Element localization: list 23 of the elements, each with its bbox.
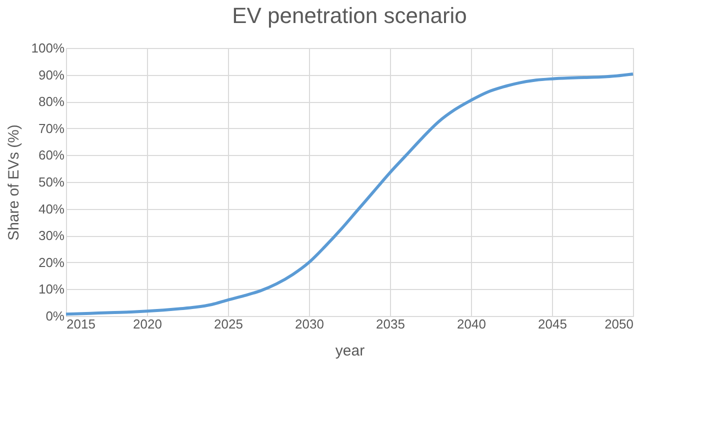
x-tick-label: 2035	[376, 316, 405, 332]
y-tick-label: 90%	[38, 67, 65, 82]
x-tick-label: 2020	[133, 316, 162, 332]
y-tick-label: 100%	[31, 40, 65, 56]
y-tick-label: 20%	[38, 254, 65, 270]
chart-title: EV penetration scenario	[232, 3, 467, 28]
y-tick-label: 50%	[38, 174, 65, 190]
x-tick-label: 2015	[66, 316, 96, 332]
x-tick-label: 2030	[295, 316, 324, 332]
y-tick-label: 80%	[38, 94, 65, 110]
x-tick-label: 2045	[538, 316, 567, 332]
line-series	[64, 72, 634, 316]
x-tick-label: 2040	[457, 316, 486, 332]
y-tick-label: 70%	[38, 120, 65, 136]
y-tick-label: 40%	[38, 201, 65, 216]
x-tick-label: 2025	[214, 316, 243, 332]
y-axis-title: Share of EVs (%)	[5, 124, 22, 240]
x-axis-title: year	[335, 342, 365, 360]
y-tick-label: 60%	[38, 148, 65, 163]
y-tick-label: 0%	[46, 308, 65, 324]
y-tick-label: 10%	[38, 282, 65, 297]
y-tick-label: 30%	[38, 228, 65, 244]
x-tick-label: 2050	[604, 316, 634, 332]
